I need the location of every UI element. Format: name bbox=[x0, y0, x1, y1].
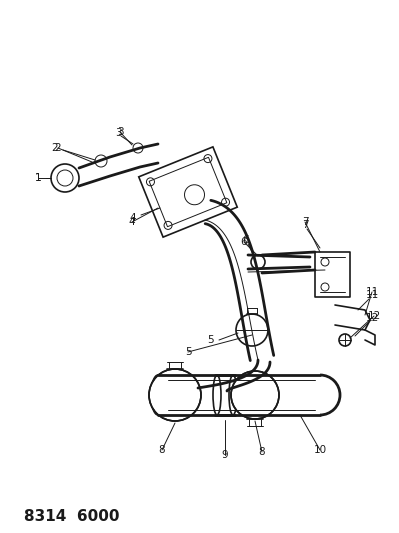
Text: 7: 7 bbox=[302, 220, 308, 230]
Text: 3: 3 bbox=[117, 127, 123, 137]
Text: 10: 10 bbox=[314, 445, 326, 455]
Text: 11: 11 bbox=[365, 290, 379, 300]
Circle shape bbox=[149, 369, 201, 421]
Circle shape bbox=[231, 371, 279, 419]
Text: 4: 4 bbox=[130, 213, 136, 223]
Text: 7: 7 bbox=[302, 217, 308, 227]
Text: 9: 9 bbox=[222, 450, 228, 460]
Text: 2: 2 bbox=[52, 143, 58, 153]
Circle shape bbox=[251, 255, 265, 269]
Text: 5: 5 bbox=[207, 335, 213, 345]
Text: 11: 11 bbox=[365, 287, 379, 297]
Text: 6: 6 bbox=[243, 235, 249, 245]
Text: 1: 1 bbox=[35, 173, 41, 183]
Text: 8: 8 bbox=[159, 445, 165, 455]
Text: 12: 12 bbox=[367, 311, 381, 321]
Text: 8314  6000: 8314 6000 bbox=[24, 509, 119, 524]
Text: 5: 5 bbox=[185, 347, 191, 357]
Circle shape bbox=[236, 314, 268, 346]
Text: 3: 3 bbox=[115, 128, 121, 138]
Circle shape bbox=[339, 334, 351, 346]
Text: 4: 4 bbox=[129, 217, 135, 227]
Text: 12: 12 bbox=[365, 313, 379, 323]
Text: 6: 6 bbox=[241, 237, 247, 247]
Text: 8: 8 bbox=[259, 447, 265, 457]
Text: 1: 1 bbox=[35, 173, 41, 183]
Text: 2: 2 bbox=[55, 143, 61, 153]
